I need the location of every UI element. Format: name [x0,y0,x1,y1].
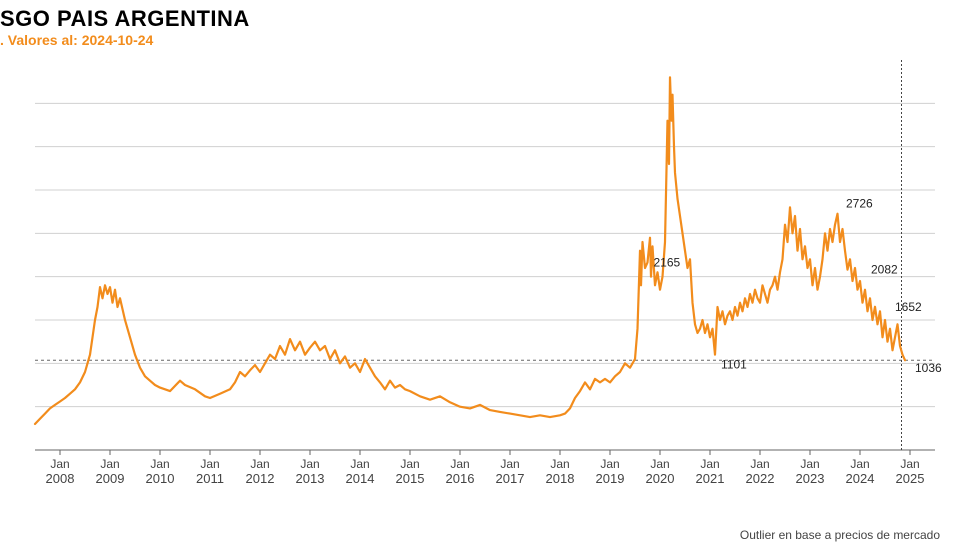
x-tick-month: Jan [450,457,469,471]
chart-footnote: Outlier en base a precios de mercado [740,528,940,542]
x-tick-year: 2020 [646,471,675,486]
series-line [35,77,905,424]
x-tick-month: Jan [250,457,269,471]
x-tick-year: 2015 [396,471,425,486]
chart-svg: Jan2008Jan2009Jan2010Jan2011Jan2012Jan20… [25,55,945,495]
x-tick-month: Jan [300,457,319,471]
x-tick-year: 2014 [346,471,375,486]
x-tick-month: Jan [50,457,69,471]
x-tick-year: 2009 [96,471,125,486]
x-tick-month: Jan [750,457,769,471]
x-tick-month: Jan [800,457,819,471]
x-tick-year: 2012 [246,471,275,486]
annotation-label: 2726 [846,197,873,211]
x-tick-year: 2024 [846,471,875,486]
x-tick-year: 2023 [796,471,825,486]
annotation-label: 1036 [915,361,942,375]
x-tick-year: 2008 [46,471,75,486]
x-tick-month: Jan [350,457,369,471]
x-tick-year: 2011 [196,471,224,486]
annotation-label: 2165 [654,255,681,269]
chart-title: SGO PAIS ARGENTINA [0,6,250,32]
x-tick-year: 2022 [746,471,775,486]
x-tick-year: 2021 [696,471,725,486]
chart-subtitle: . Valores al: 2024-10-24 [0,32,153,48]
x-tick-month: Jan [200,457,219,471]
x-tick-year: 2025 [896,471,925,486]
x-tick-year: 2016 [446,471,475,486]
x-tick-month: Jan [700,457,719,471]
x-tick-month: Jan [600,457,619,471]
x-tick-month: Jan [150,457,169,471]
x-tick-month: Jan [550,457,569,471]
x-tick-month: Jan [100,457,119,471]
x-tick-month: Jan [650,457,669,471]
annotation-label: 1652 [895,300,922,314]
x-tick-month: Jan [900,457,919,471]
x-tick-year: 2019 [596,471,625,486]
annotation-label: 2082 [871,263,898,277]
annotation-label: 1101 [721,358,747,372]
x-tick-month: Jan [400,457,419,471]
x-tick-year: 2010 [146,471,175,486]
x-tick-year: 2013 [296,471,325,486]
x-tick-year: 2018 [546,471,575,486]
chart-area: Jan2008Jan2009Jan2010Jan2011Jan2012Jan20… [25,55,945,495]
x-tick-year: 2017 [496,471,525,486]
x-tick-month: Jan [500,457,519,471]
x-tick-month: Jan [850,457,869,471]
